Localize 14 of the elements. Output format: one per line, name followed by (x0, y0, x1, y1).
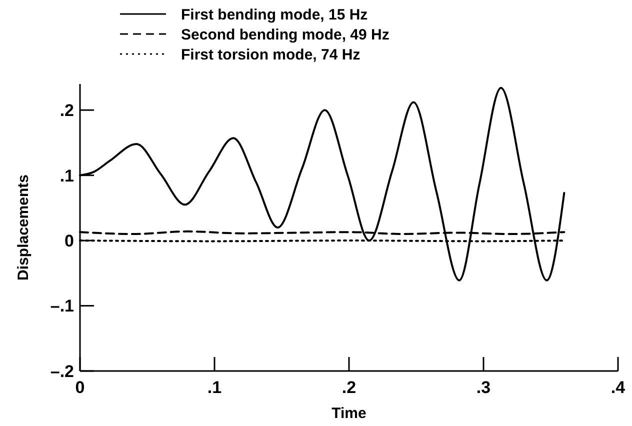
x-tick-label: .2 (342, 378, 356, 397)
y-tick-label: .2 (60, 101, 74, 120)
x-tick-label: .4 (610, 378, 626, 397)
legend-label: First torsion mode, 74 Hz (181, 46, 360, 64)
y-tick-label: 0 (64, 231, 74, 250)
legend-label: Second bending mode, 49 Hz (181, 26, 390, 44)
x-tick-label: .1 (207, 378, 222, 397)
y-tick-label: .1 (60, 166, 74, 186)
x-axis-title: Time (332, 405, 366, 422)
legend-label: First bending mode, 15 Hz (181, 6, 368, 24)
y-tick-label: –.1 (50, 296, 74, 316)
y-axis-title: Displacements (15, 174, 32, 280)
y-tick-label: –.2 (50, 362, 74, 381)
x-tick-label: .3 (476, 378, 491, 397)
